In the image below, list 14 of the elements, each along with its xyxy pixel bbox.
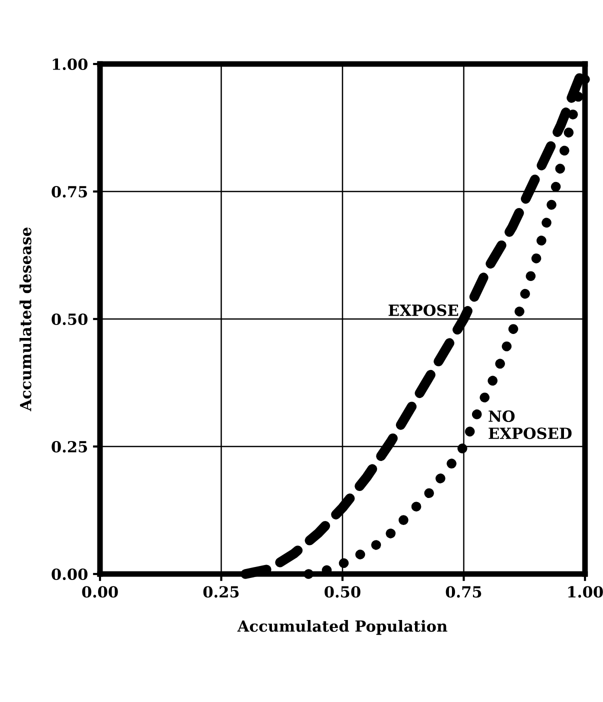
y-tick-label: 0.25 — [52, 440, 88, 453]
x-tick-label: 0.00 — [82, 586, 118, 598]
y-axis-title: Accumulated desease — [20, 228, 32, 412]
y-tick-label: 1.00 — [52, 58, 88, 70]
y-tick-label: 0.75 — [52, 186, 88, 198]
x-tick-label: 0.25 — [203, 586, 239, 598]
annotation: NO EXPOSED — [488, 410, 572, 440]
annotation: EXPOSE — [388, 304, 458, 316]
y-tick-label: 0.50 — [52, 313, 88, 326]
x-tick-label: 0.50 — [324, 586, 360, 598]
x-axis-title: Accumulated Population — [237, 620, 448, 635]
y-tick-label: 0.00 — [52, 568, 88, 580]
x-tick-label: 0.75 — [446, 586, 482, 598]
x-tick-label: 1.00 — [568, 586, 603, 598]
